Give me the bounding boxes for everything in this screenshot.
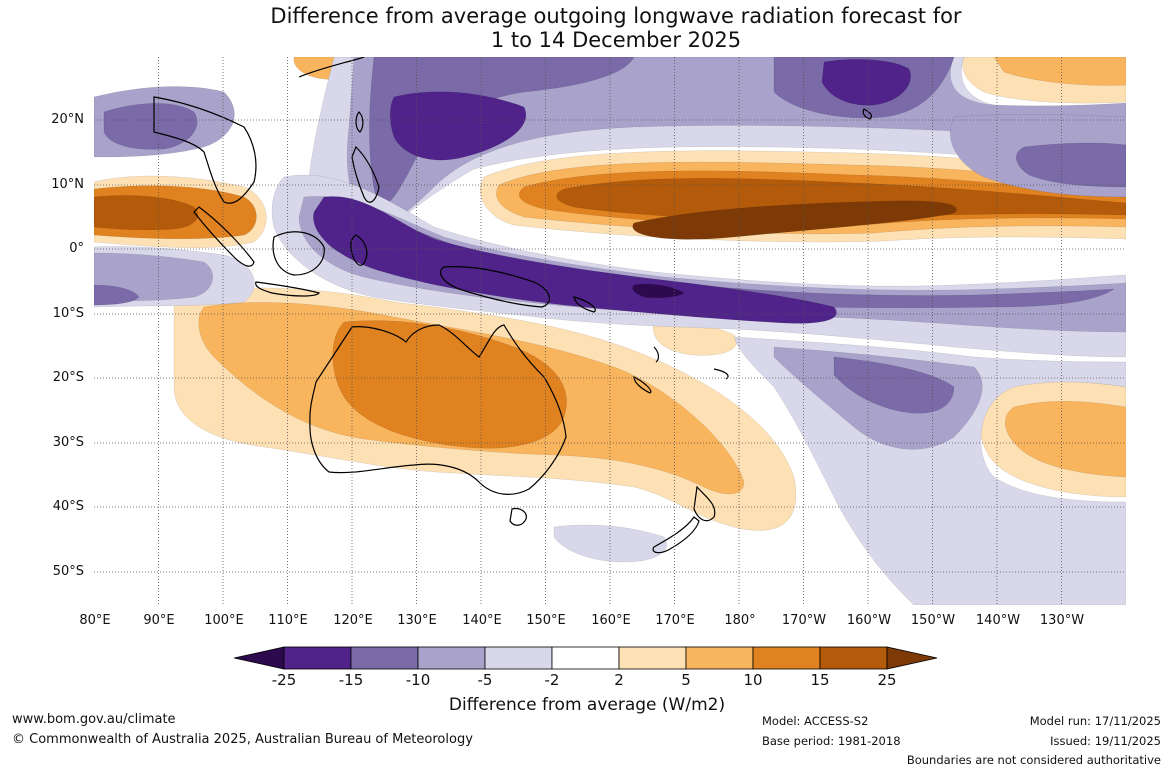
coast-new-zealand-south [652,516,700,554]
coast-java [255,281,321,297]
lon-label-170w: 170°W [781,613,827,628]
region-pos5-ne-corner [993,57,1126,86]
lon-label-100e: 100°E [204,613,244,628]
coast-borneo [272,231,325,276]
colorbar-arrow-left [234,646,285,670]
lon-label-180: 180° [724,613,756,628]
lat-label-30s: 30°S [52,435,84,450]
coast-philippines [351,145,380,203]
lon-label-130w: 130°W [1039,613,1085,628]
lon-label-160e: 160°E [591,613,631,628]
footer-base-period: Base period: 1981-2018 [762,734,901,748]
region-neg15-hawaii [821,59,911,106]
coast-japan [298,57,365,78]
region-neg25-maritime [632,283,685,299]
lon-label-110e: 110°E [268,613,308,628]
positive-anomaly-regions [94,57,1126,531]
coast-new-guinea [439,266,551,308]
lon-label-140e: 140°E [462,613,502,628]
footer-url[interactable]: www.bom.gov.au/climate [12,712,176,727]
lon-label-130e: 130°E [397,613,437,628]
colorbar [234,646,938,670]
coast-new-caledonia [633,376,652,394]
colorbar-tick-pos5: 5 [681,671,691,689]
colorbar-tick-pos2: 2 [614,671,624,689]
colorbar-tick-pos25: 25 [877,671,897,689]
colorbar-swatch-neg5 [417,646,486,670]
colorbar-swatch-neg2 [484,646,553,670]
region-pos10-australia [332,320,567,449]
colorbar-tick-neg2: -2 [544,671,560,689]
region-neg10-west-indian [94,284,140,306]
lat-label-50s: 50°S [52,564,84,579]
colorbar-tick-pos15: 15 [810,671,830,689]
colorbar-swatch-neutral [551,646,620,670]
coast-se-asia-mainland [153,96,257,204]
footer-model-run: Model run: 17/11/2025 [1029,714,1161,728]
map-panel [94,57,1126,605]
coast-taiwan [355,111,364,133]
olr-anomaly-map [94,57,1126,605]
colorbar-tick-neg25: -25 [271,671,297,689]
colorbar-tick-neg15: -15 [338,671,364,689]
footer-copyright: © Commonwealth of Australia 2025, Austra… [12,732,473,747]
coast-sumatra [193,206,255,267]
colorbar-swatch-neg15 [283,646,352,670]
colorbar-label: Difference from average (W/m2) [448,695,726,715]
lon-label-150w: 150°W [910,613,956,628]
colorbar-swatch-neg10 [350,646,419,670]
lon-label-90e: 90°E [143,613,175,628]
region-neg15-philippine-sea [390,91,527,161]
coast-new-zealand-north [693,485,716,522]
region-pos15-bay-of-bengal [94,195,199,231]
region-neg15-maritime [313,196,837,324]
footer-model: Model: ACCESS-S2 [762,714,869,728]
colorbar-tick-neg5: -5 [477,671,493,689]
coast-australia [309,324,567,495]
title-line-2: 1 to 14 December 2025 [490,28,742,52]
lon-label-160w: 160°W [846,613,892,628]
region-neg10-east-pacific [1016,142,1126,188]
coast-sulawesi [350,234,368,266]
lon-label-120e: 120°E [333,613,373,628]
lat-label-0: 0° [69,241,84,256]
lat-label-20s: 20°S [52,370,84,385]
region-neg10-south-pacific [833,356,955,414]
coast-tasmania [509,507,527,526]
lat-label-40s: 40°S [52,499,84,514]
region-pos5-se-pacific [1005,401,1126,478]
colorbar-swatch-pos10 [752,646,821,670]
chart-title: Difference from average outgoing longwav… [0,4,1173,52]
region-pos25-north-pacific [632,200,957,240]
footer-disclaimer: Boundaries are not considered authoritat… [906,753,1161,767]
gridlines [94,57,1126,605]
lat-label-20n: 20°N [51,112,84,127]
colorbar-arrow-right [886,646,938,670]
region-pos15-north-pacific [556,178,1126,221]
colorbar-swatch-pos5 [685,646,754,670]
title-line-1: Difference from average outgoing longwav… [270,4,962,28]
colorbar-swatch-pos2 [618,646,687,670]
lat-label-10s: 10°S [52,306,84,321]
footer-issued: Issued: 19/11/2025 [1050,734,1161,748]
colorbar-swatch-pos15 [819,646,888,670]
coastlines [153,57,873,554]
coast-solomon-islands [573,296,596,313]
lon-label-80e: 80°E [79,613,111,628]
colorbar-tick-neg10: -10 [405,671,431,689]
lat-label-10n: 10°N [51,177,84,192]
region-neg10-india [103,103,198,150]
colorbar-tick-pos10: 10 [743,671,763,689]
lon-label-150e: 150°E [526,613,566,628]
lon-label-140w: 140°W [975,613,1021,628]
negative-anomaly-regions [94,57,1126,605]
lon-label-170e: 170°E [655,613,695,628]
